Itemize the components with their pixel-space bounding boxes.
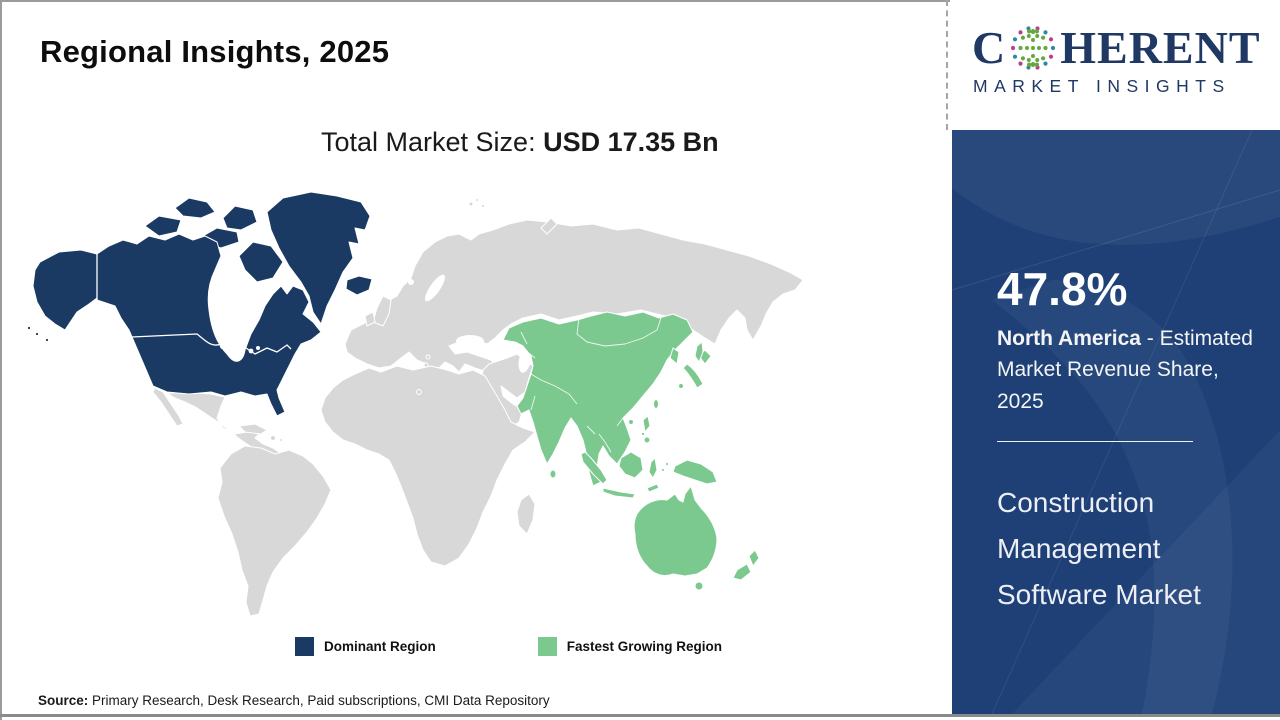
region-other-land	[152, 198, 804, 617]
market-share-value: 47.8%	[997, 263, 1128, 315]
source-text: Primary Research, Desk Research, Paid su…	[88, 693, 550, 708]
great-lakes	[219, 342, 260, 354]
total-market-size: Total Market Size: USD 17.35 Bn	[321, 127, 719, 158]
source-label: Source:	[38, 693, 89, 708]
logo-dashed-separator	[946, 0, 948, 130]
dominant-region-label: Dominant Region	[324, 639, 436, 654]
market-share-description: North America - Estimated Market Revenue…	[997, 323, 1253, 418]
fastest-growing-region-swatch	[537, 637, 557, 656]
page-title: Regional Insights, 2025	[40, 34, 390, 69]
sidebar: 47.8% North America - Estimated Market R…	[952, 130, 1280, 714]
source-line: Source: Primary Research, Desk Research,…	[38, 693, 550, 708]
world-map-svg	[26, 191, 804, 617]
dot-globe-icon	[1011, 26, 1056, 70]
brand-tagline: MARKET INSIGHTS	[973, 76, 1231, 96]
market-share-region: North America	[997, 326, 1141, 350]
brand-logo: C HERENT MARKET INSIGHTS	[952, 0, 1280, 130]
region-asia-pacific	[502, 311, 760, 591]
total-market-size-value: USD 17.35 Bn	[543, 127, 719, 157]
world-map	[25, 182, 815, 627]
market-name: Construction Management Software Market	[997, 487, 1201, 611]
legend-item-fastest-growing: Fastest Growing Region	[537, 637, 723, 656]
legend-item-dominant: Dominant Region	[295, 637, 436, 656]
brand-letters-rest: HERENT	[1060, 22, 1261, 73]
brand-wordmark: C HERENT	[972, 24, 1261, 72]
market-share-rest: - Estimated Market Revenue Share, 2025	[997, 326, 1253, 413]
bottom-border	[0, 714, 1280, 717]
inland-seas	[408, 274, 532, 373]
top-border	[0, 0, 950, 2]
dominant-region-swatch	[295, 637, 314, 656]
sidebar-divider	[997, 441, 1193, 443]
fastest-growing-region-label: Fastest Growing Region	[566, 639, 723, 654]
sidebar-content: 47.8% North America - Estimated Market R…	[997, 264, 1257, 618]
region-north-america	[26, 191, 373, 417]
map-legend: Dominant Region Fastest Growing Region	[295, 637, 722, 656]
brand-letter-c: C	[972, 22, 1007, 73]
total-market-size-label: Total Market Size:	[321, 127, 544, 157]
left-border	[0, 0, 2, 720]
